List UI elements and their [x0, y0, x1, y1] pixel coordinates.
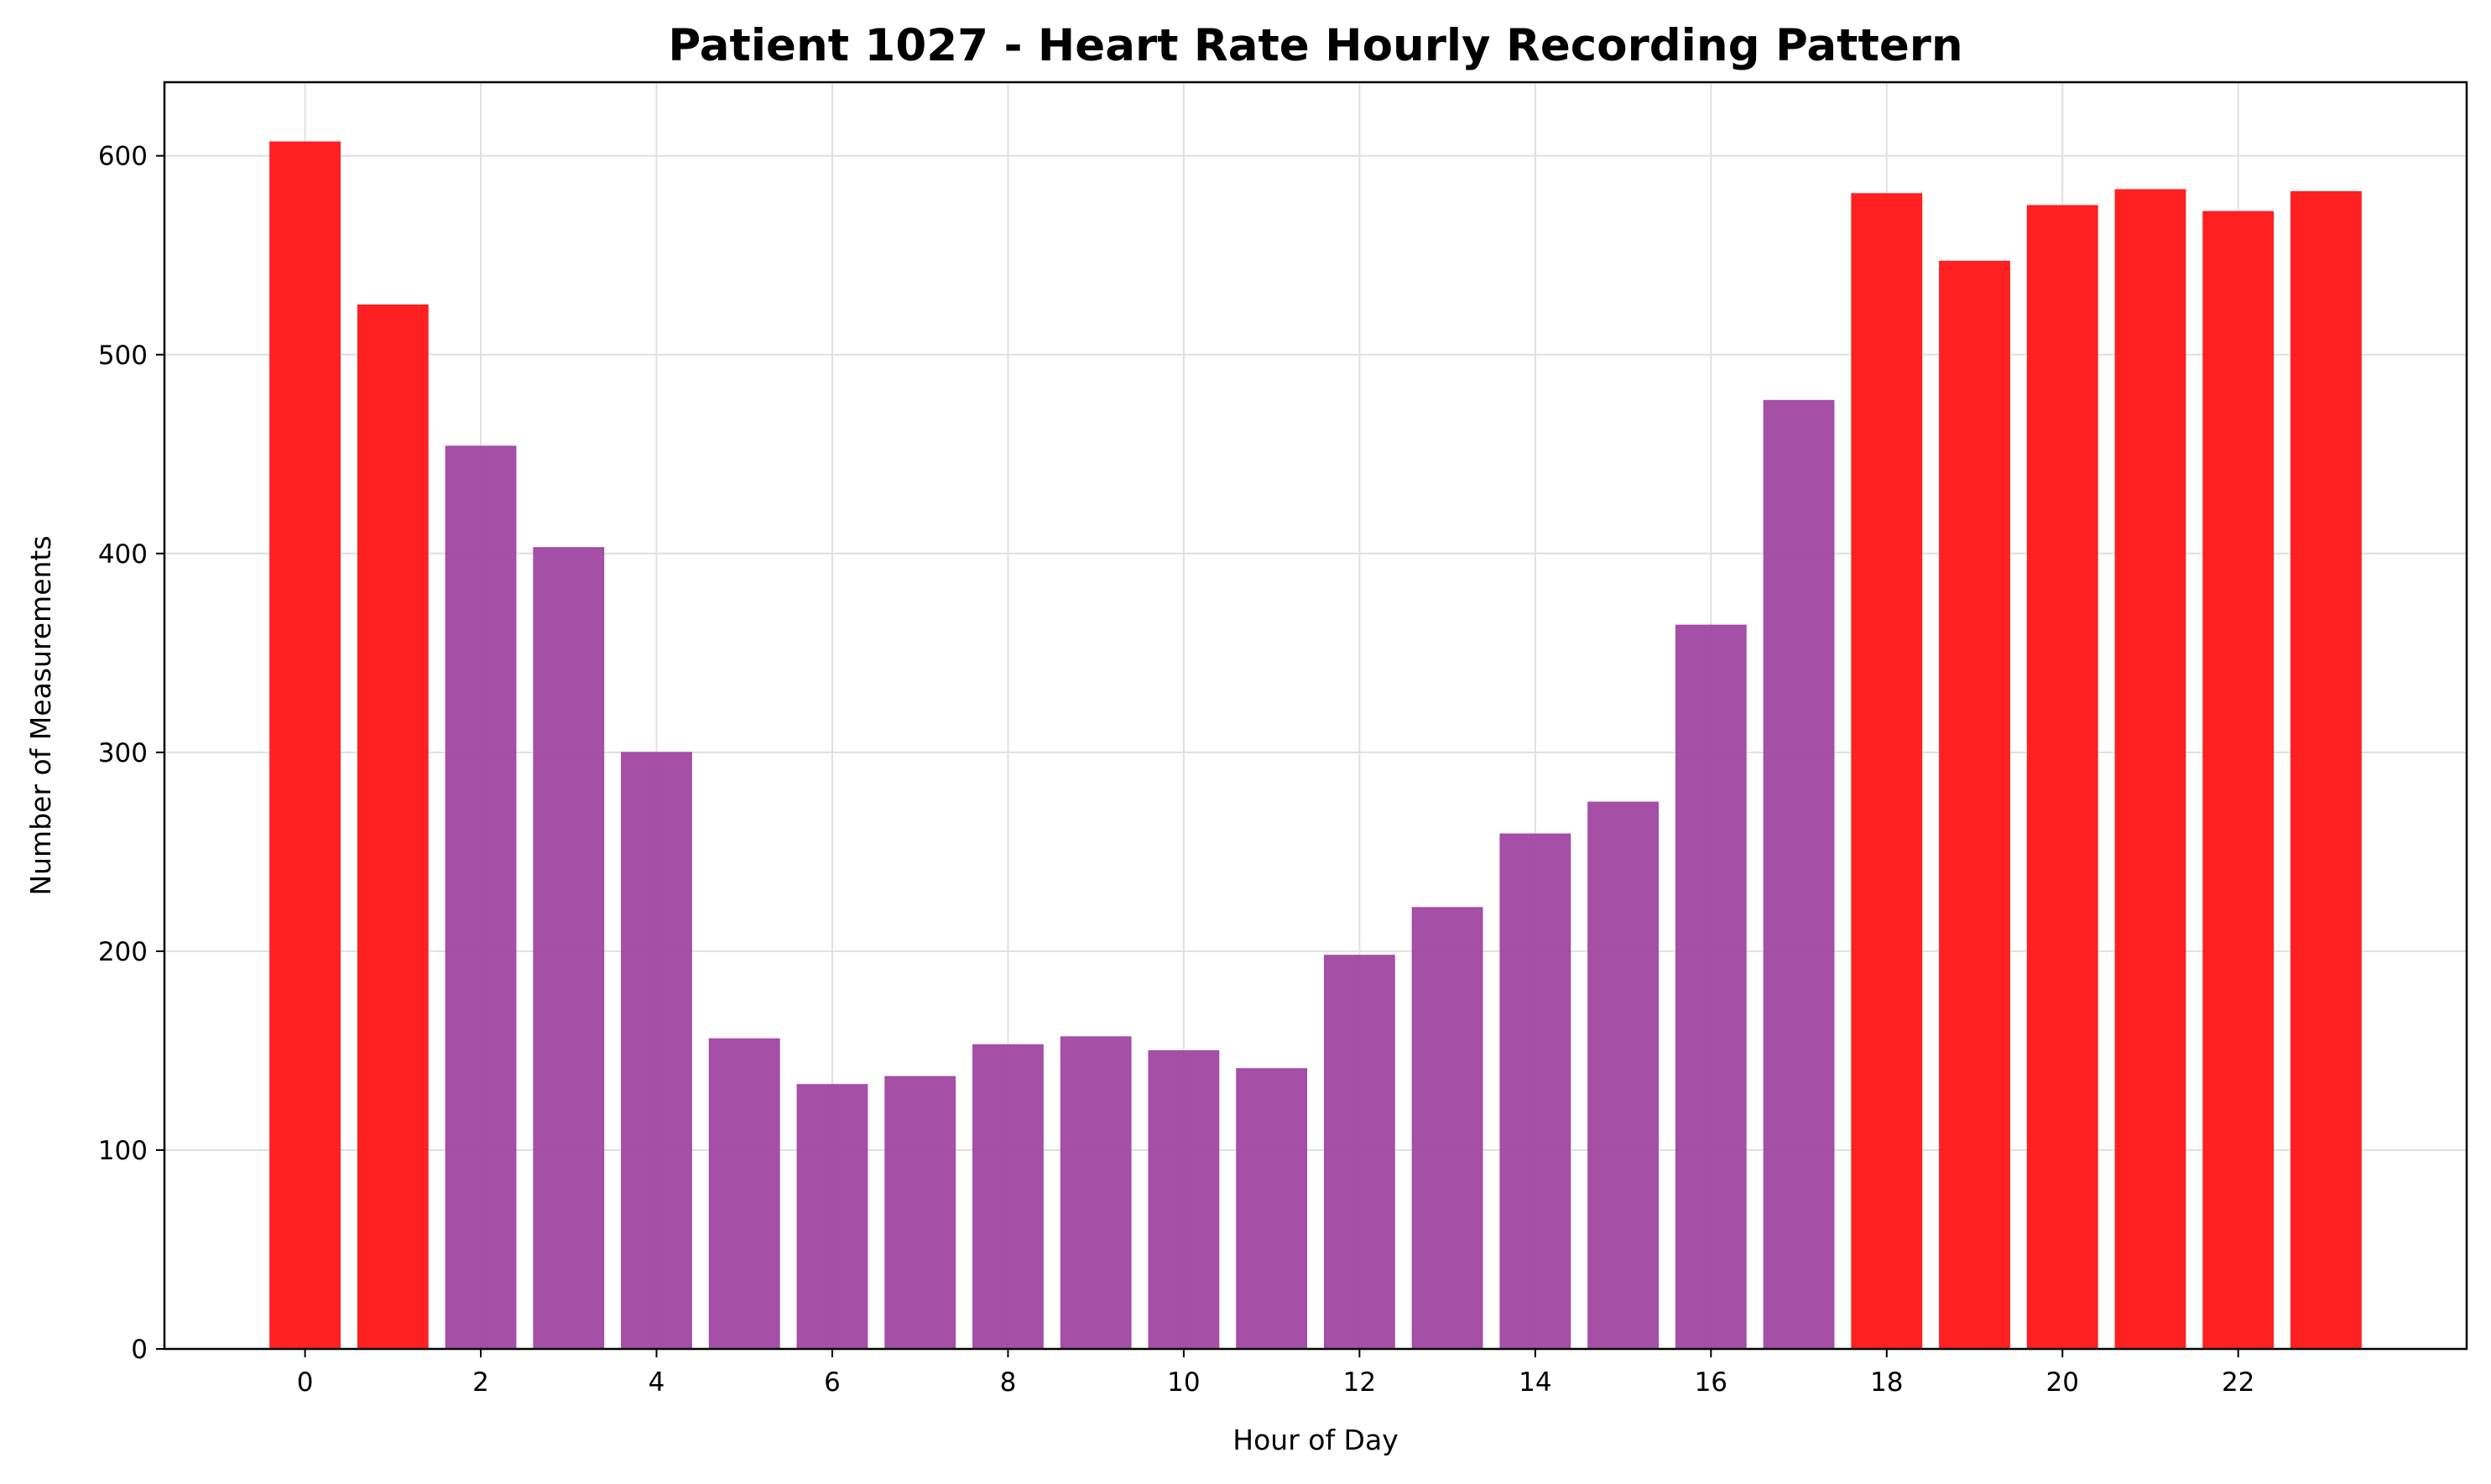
bar-hour-3	[533, 547, 605, 1350]
bar-hour-16	[1675, 624, 1747, 1350]
bar-hour-9	[1060, 1036, 1132, 1350]
tick-layer: 0 2 4 6 8 10 12 14 16 18 20 22 0 100 200 300 400 500 600	[98, 142, 2255, 1398]
x-tick-label: 6	[824, 1367, 841, 1398]
y-tick-label: 100	[98, 1136, 148, 1166]
x-tick-label: 0	[297, 1367, 314, 1398]
bar-hour-5	[708, 1038, 780, 1350]
bar-hour-13	[1411, 907, 1483, 1350]
y-tick-label: 300	[98, 738, 148, 768]
bar-hour-4	[621, 752, 692, 1350]
bar-hour-22	[2202, 211, 2275, 1350]
y-tick-label: 200	[98, 937, 148, 967]
x-tick-label: 20	[2046, 1367, 2079, 1398]
y-tick-label: 0	[131, 1335, 148, 1365]
x-tick-label: 18	[1870, 1367, 1903, 1398]
bar-hour-7	[884, 1075, 956, 1350]
x-tick-label: 22	[2222, 1367, 2254, 1398]
x-tick-label: 10	[1167, 1367, 1200, 1398]
bar-hour-1	[357, 304, 429, 1350]
bar-hour-18	[1851, 193, 1923, 1350]
bar-hour-11	[1236, 1068, 1308, 1350]
y-tick-label: 400	[98, 539, 148, 570]
bar-layer	[269, 141, 2362, 1350]
y-tick-label: 600	[98, 142, 148, 172]
bar-hour-6	[796, 1084, 868, 1350]
bar-hour-21	[2114, 189, 2186, 1350]
bar-hour-0	[269, 141, 341, 1350]
bar-hour-23	[2290, 190, 2362, 1350]
bar-hour-10	[1148, 1049, 1220, 1350]
bar-hour-17	[1763, 399, 1835, 1350]
bar-hour-20	[2026, 205, 2098, 1350]
x-tick-label: 16	[1695, 1367, 1728, 1398]
bar-hour-8	[972, 1044, 1044, 1350]
bar-hour-2	[445, 445, 517, 1350]
x-tick-label: 14	[1519, 1367, 1551, 1398]
chart-title: Patient 1027 - Heart Rate Hourly Recordi…	[668, 20, 1962, 71]
bar-hour-15	[1587, 801, 1659, 1350]
x-tick-label: 2	[472, 1367, 489, 1398]
bar-hour-19	[1939, 260, 2010, 1350]
x-axis-label: Hour of Day	[1232, 1424, 1398, 1456]
x-tick-label: 4	[649, 1367, 665, 1398]
x-tick-label: 8	[1000, 1367, 1017, 1398]
y-axis-label: Number of Measurements	[24, 535, 57, 895]
bar-hour-14	[1499, 833, 1571, 1350]
x-tick-label: 12	[1343, 1367, 1376, 1398]
y-tick-label: 500	[98, 341, 148, 371]
plot-frame	[163, 81, 2468, 1351]
bar-hour-12	[1323, 955, 1395, 1350]
